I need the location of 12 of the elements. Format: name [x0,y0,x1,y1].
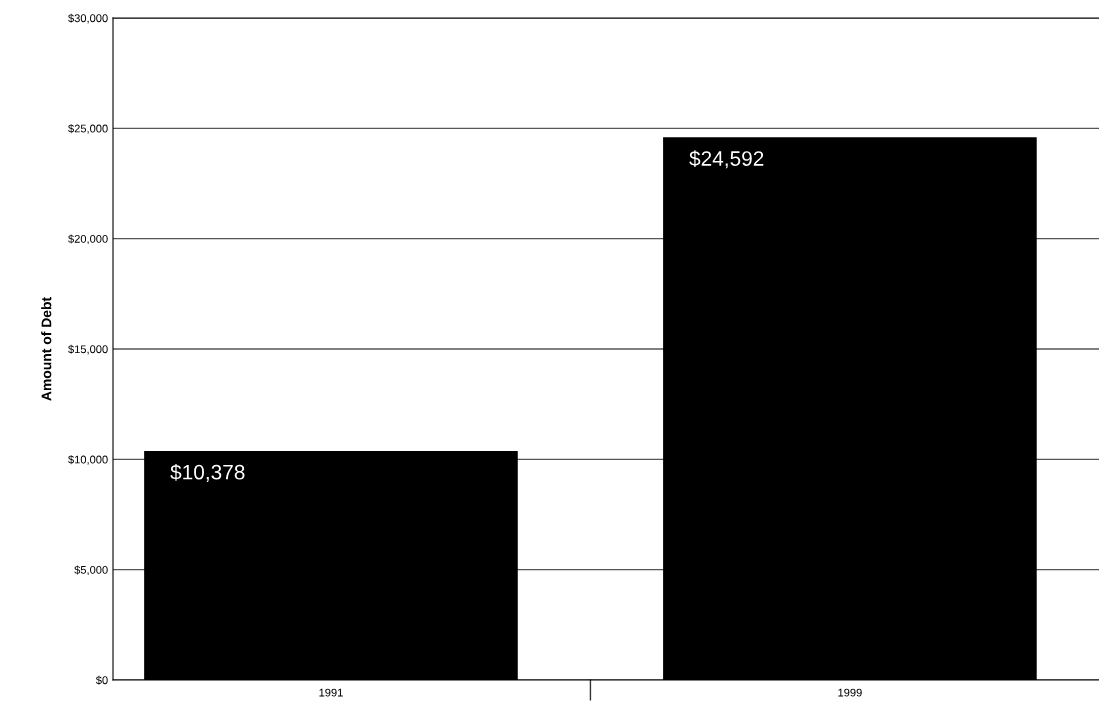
y-tick-label: $30,000 [68,13,108,24]
y-tick-label: $5,000 [74,565,108,576]
y-tick-label: $15,000 [68,344,108,355]
data-label: $10,378 [170,463,245,482]
y-tick-label: $10,000 [68,455,108,465]
x-tick-label: 1991 [319,688,343,697]
data-label: $24,592 [689,150,764,169]
x-tick-label: 1999 [838,688,862,697]
y-tick-label: $20,000 [68,234,108,245]
y-tick-label: $0 [95,675,108,685]
y-axis-title: Amount of Debt [41,297,52,401]
y-tick-label: $25,000 [68,124,108,134]
